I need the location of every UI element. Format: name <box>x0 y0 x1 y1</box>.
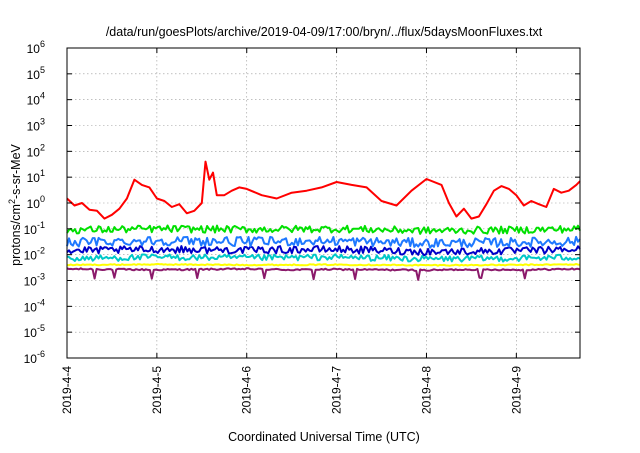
y-tick-label: 10-2 <box>24 246 45 263</box>
y-axis-label-main: protons/cm <box>9 204 23 266</box>
y-tick-label: 104 <box>27 91 45 108</box>
y-axis-label: protons/cm2-s-sr-MeV <box>7 143 23 265</box>
x-tick-label: 2019-4-8 <box>419 366 433 414</box>
series-line-1 <box>66 267 581 281</box>
y-tick-label: 10-3 <box>24 272 45 289</box>
y-tick-label: 101 <box>27 168 45 185</box>
y-tick-label: 10-5 <box>24 323 45 340</box>
y-tick-label: 105 <box>27 65 45 82</box>
y-axis: 10-6 10-5 10-4 10-3 10-2 10-1 100 101 102 103 104 1… <box>24 39 580 366</box>
series-line-4 <box>66 245 581 257</box>
y-tick-label: 102 <box>27 142 45 159</box>
y-tick-label: 10-4 <box>24 297 45 314</box>
x-tick-label: 2019-4-9 <box>509 366 523 414</box>
y-tick-label: 100 <box>27 194 45 211</box>
x-tick-label: 2019-4-5 <box>150 366 164 414</box>
y-tick-label: 10-6 <box>24 349 45 366</box>
series-line-5 <box>66 235 581 249</box>
x-tick-label: 2019-4-7 <box>330 366 344 414</box>
y-axis-label-superscript: 2 <box>7 199 17 204</box>
chart-title: /data/run/goesPlots/archive/2019-04-09/1… <box>106 25 543 39</box>
y-axis-label-units: -s-sr-MeV <box>9 143 23 199</box>
series-layer <box>66 160 581 281</box>
y-tick-label: 103 <box>27 117 45 134</box>
grid-lines <box>67 48 580 358</box>
y-tick-label: 10-1 <box>24 220 45 237</box>
x-tick-label: 2019-4-4 <box>60 366 74 414</box>
x-tick-label: 2019-4-6 <box>240 366 254 414</box>
x-axis-label: Coordinated Universal Time (UTC) <box>228 430 420 444</box>
series-line-6 <box>66 224 581 235</box>
y-tick-label: 106 <box>27 39 45 56</box>
x-axis: 2019-4-4 2019-4-5 2019-4-6 2019-4-7 2019-4-8… <box>60 48 523 414</box>
series-line-3 <box>66 253 581 263</box>
series-line-2 <box>66 262 581 267</box>
series-line-7 <box>66 160 581 220</box>
